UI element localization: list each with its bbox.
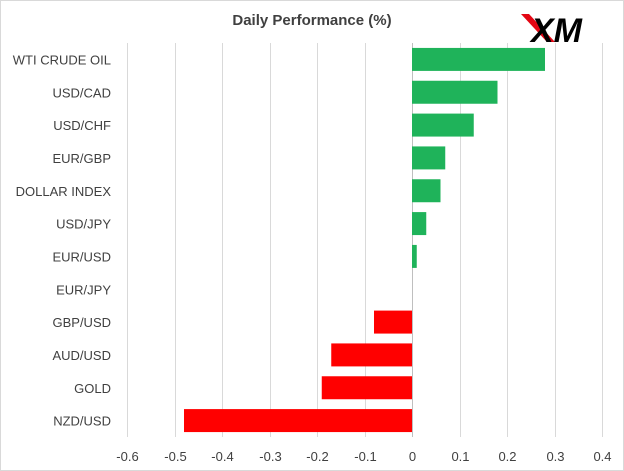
x-tick-label: 0.3 bbox=[546, 449, 564, 464]
x-tick-label: -0.1 bbox=[354, 449, 376, 464]
bar bbox=[412, 244, 417, 268]
bar bbox=[412, 113, 474, 137]
bar bbox=[412, 80, 498, 104]
category-label: WTI CRUDE OIL bbox=[13, 52, 111, 67]
bar bbox=[374, 310, 412, 334]
x-tick-label: -0.2 bbox=[306, 449, 328, 464]
x-tick-label: -0.6 bbox=[116, 449, 138, 464]
x-tick-label: 0.1 bbox=[451, 449, 469, 464]
chart-title: Daily Performance (%) bbox=[232, 12, 391, 29]
x-tick-labels: -0.6 -0.5 -0.4 -0.3 -0.2 -0.1 0 0.1 0.2 0.3 0.4 bbox=[116, 449, 611, 464]
bar bbox=[412, 179, 441, 203]
category-label: GOLD bbox=[74, 381, 111, 396]
xm-logo-red-stroke bbox=[521, 14, 555, 42]
bar bbox=[184, 409, 412, 433]
category-label: USD/CAD bbox=[52, 85, 111, 100]
x-tick-label: 0.4 bbox=[593, 449, 611, 464]
category-label: GBP/USD bbox=[52, 315, 111, 330]
category-label: EUR/GBP bbox=[52, 151, 111, 166]
category-label: USD/JPY bbox=[56, 217, 111, 232]
gridlines bbox=[127, 43, 603, 437]
bar bbox=[331, 343, 412, 367]
x-tick-label: 0 bbox=[409, 449, 416, 464]
category-label: DOLLAR INDEX bbox=[16, 184, 112, 199]
category-label: NZD/USD bbox=[53, 414, 111, 429]
x-tick-label: 0.2 bbox=[498, 449, 516, 464]
xm-logo: XM bbox=[521, 12, 583, 50]
x-tick-label: -0.3 bbox=[259, 449, 281, 464]
category-label: AUD/USD bbox=[52, 348, 111, 363]
category-label: EUR/JPY bbox=[56, 282, 111, 297]
x-tick-label: -0.5 bbox=[164, 449, 186, 464]
bars bbox=[184, 47, 545, 433]
bar bbox=[321, 376, 412, 400]
bar bbox=[412, 47, 545, 71]
category-label: EUR/USD bbox=[52, 249, 111, 264]
bar bbox=[412, 212, 427, 236]
category-labels: WTI CRUDE OIL USD/CAD USD/CHF EUR/GBP DOLLAR… bbox=[13, 52, 112, 428]
category-label: USD/CHF bbox=[53, 118, 111, 133]
bar bbox=[412, 146, 446, 170]
x-tick-label: -0.4 bbox=[211, 449, 233, 464]
